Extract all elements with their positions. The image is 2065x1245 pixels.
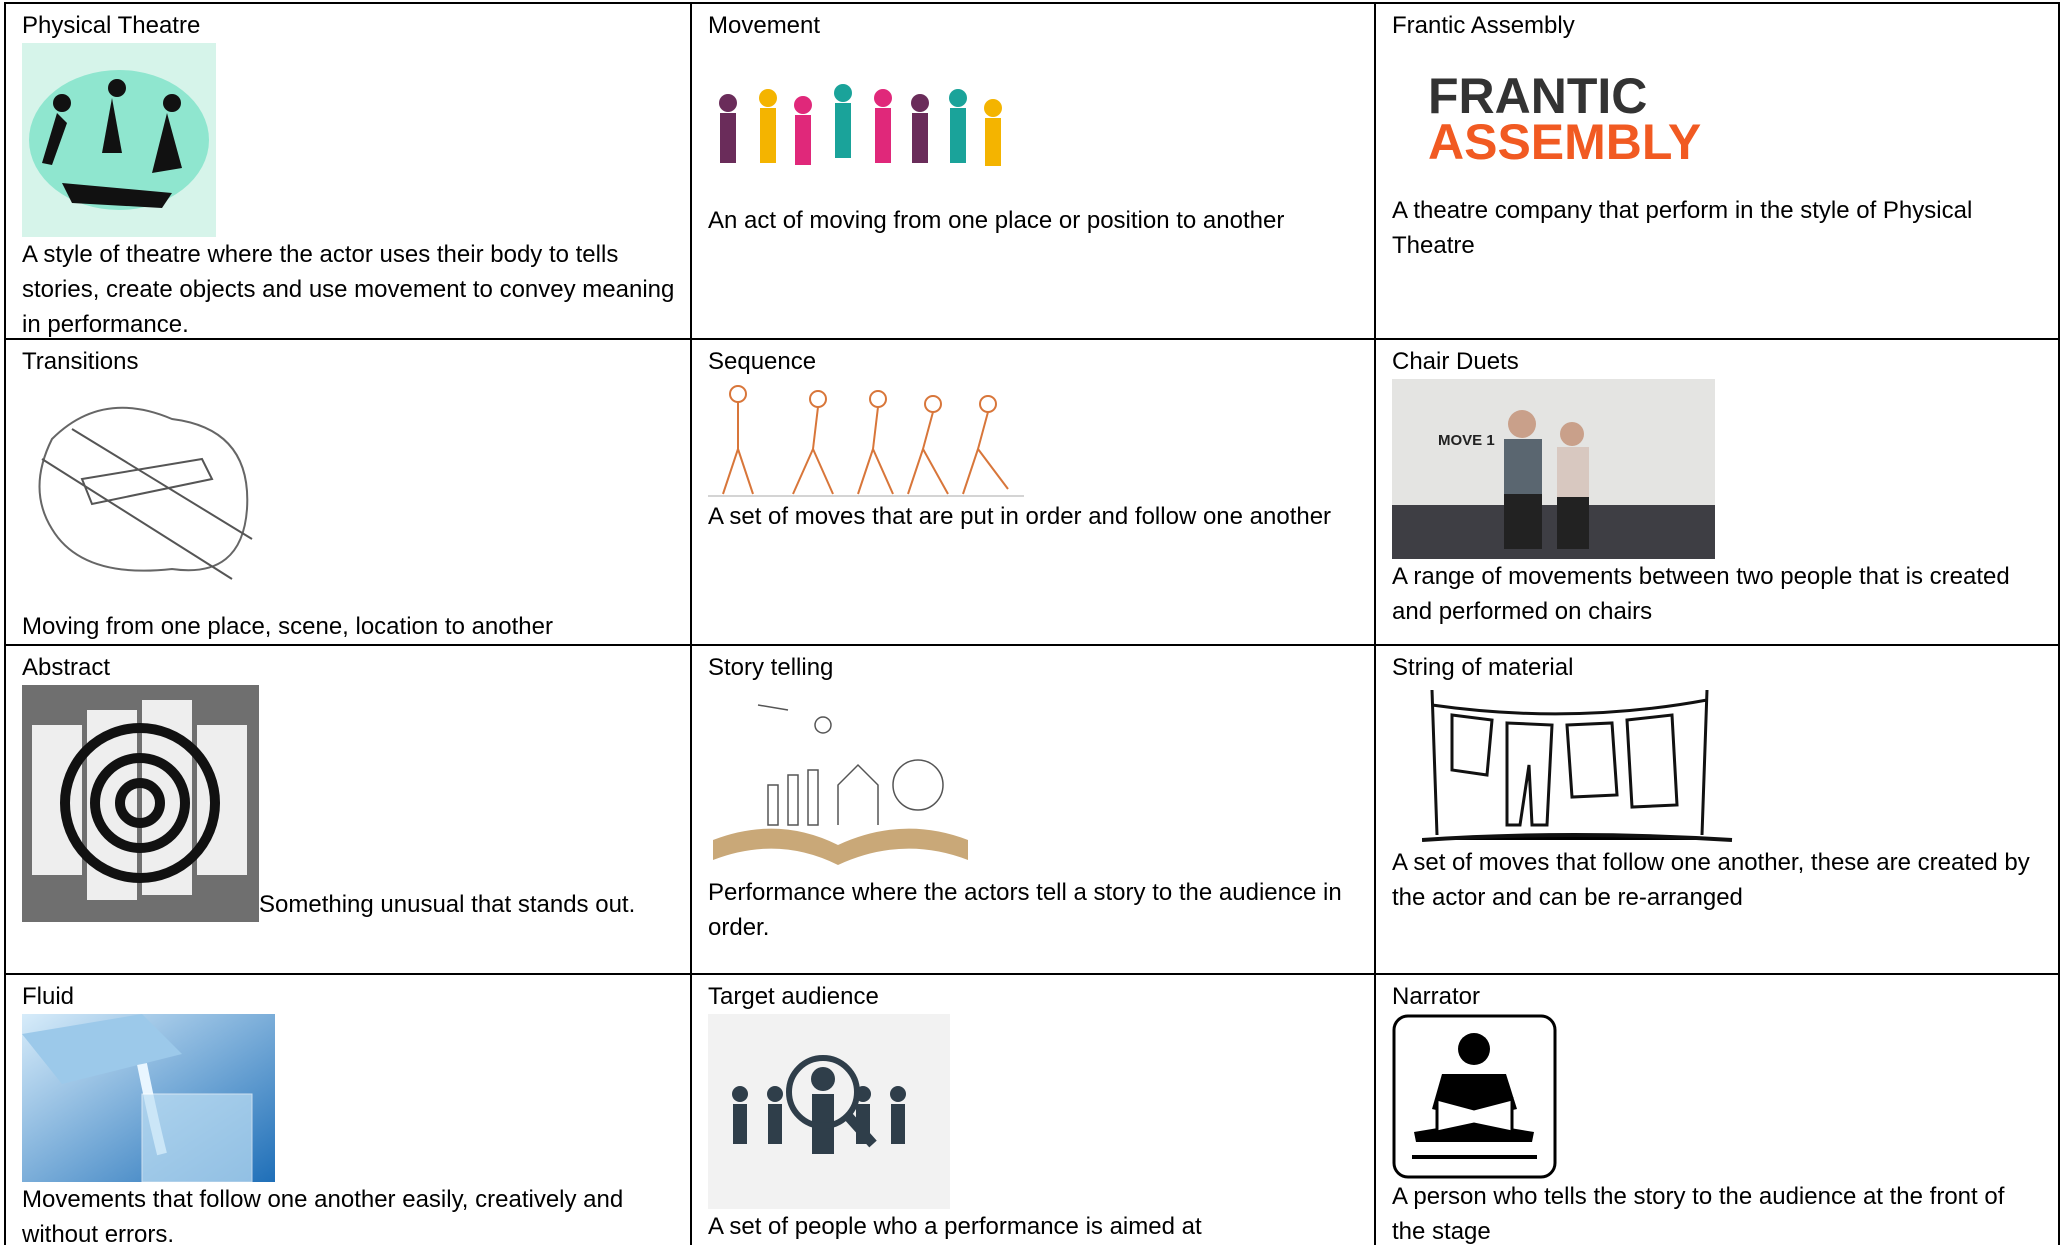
definition: A set of people who a performance is aim… [708, 1213, 1202, 1240]
table-cell: Fluid Movements that follow one another … [4, 973, 692, 1245]
image [22, 685, 259, 922]
term: Sequence [708, 348, 817, 375]
term: Fluid [22, 983, 75, 1010]
definition: An act of moving from one place or posit… [708, 207, 1285, 234]
image-text: MOVE 1 [1438, 432, 1495, 449]
table-cell: Abstract Something unusual that stands o… [4, 644, 692, 975]
term: Movement [708, 12, 821, 39]
table-cell: Movement An act of moving from one place… [690, 2, 1376, 340]
logo-text: FRANTIC [1428, 68, 1648, 124]
table-cell: Frantic Assembly FRANTIC ASSEMBLY A thea… [1374, 2, 2060, 340]
table-cell: Story telling Performance where the acto… [690, 644, 1376, 975]
image [22, 1014, 275, 1182]
definition: Performance where the actors tell a stor… [708, 879, 1342, 941]
table-cell: Transitions Moving from one place, scene… [4, 338, 692, 646]
term: Narrator [1392, 983, 1481, 1010]
table-cell: Physical Theatre A style of theatre wher… [4, 2, 692, 340]
term: Abstract [22, 654, 111, 681]
definition: A person who tells the story to the audi… [1392, 1183, 2005, 1245]
definition: A range of movements between two people … [1392, 563, 2010, 625]
logo-text: ASSEMBLY [1428, 114, 1702, 170]
definition: Something unusual that stands out. [259, 891, 636, 918]
table-cell: Chair Duets MOVE 1 A range of movements … [1374, 338, 2060, 646]
term: Physical Theatre [22, 12, 201, 39]
table-cell: Sequence A set of moves that are put in … [690, 338, 1376, 646]
definition: A set of moves that follow one another, … [1392, 849, 2030, 911]
definition: A set of moves that are put in order and… [708, 503, 1332, 530]
image [38, 406, 253, 580]
term: Story telling [708, 654, 834, 681]
definition: Moving from one place, scene, location t… [22, 613, 553, 640]
definition: Movements that follow one another easily… [22, 1186, 624, 1245]
image [22, 43, 216, 237]
logo: FRANTIC ASSEMBLY [1392, 43, 2044, 193]
image [1392, 1014, 1557, 1179]
image: MOVE 1 [1392, 379, 1715, 559]
image [708, 385, 1024, 497]
image [713, 704, 968, 865]
term: Frantic Assembly [1392, 12, 1575, 39]
image [719, 84, 1002, 166]
image [708, 1014, 950, 1209]
table-cell: String of material A set of moves that f… [1374, 644, 2060, 975]
term: Target audience [708, 983, 879, 1010]
table-cell: Target audience A set of people who a pe… [690, 973, 1376, 1245]
image [1422, 689, 1733, 842]
definition: A style of theatre where the actor uses … [22, 241, 675, 338]
term: String of material [1392, 654, 1574, 681]
term: Chair Duets [1392, 348, 1519, 375]
table-cell: Narrator A person who tells the story to… [1374, 973, 2060, 1245]
definition: A theatre company that perform in the st… [1392, 197, 1973, 259]
term: Transitions [22, 348, 139, 375]
